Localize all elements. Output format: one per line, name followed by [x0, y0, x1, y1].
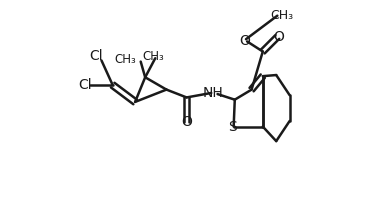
Text: O: O [181, 115, 192, 129]
Text: Cl: Cl [78, 78, 92, 92]
Text: NH: NH [203, 86, 224, 100]
Text: CH₃: CH₃ [142, 50, 164, 62]
Text: Cl: Cl [89, 49, 103, 63]
Text: O: O [239, 34, 250, 48]
Text: S: S [228, 120, 237, 134]
Text: CH₃: CH₃ [270, 9, 293, 22]
Text: O: O [273, 30, 284, 44]
Text: CH₃: CH₃ [115, 53, 136, 66]
